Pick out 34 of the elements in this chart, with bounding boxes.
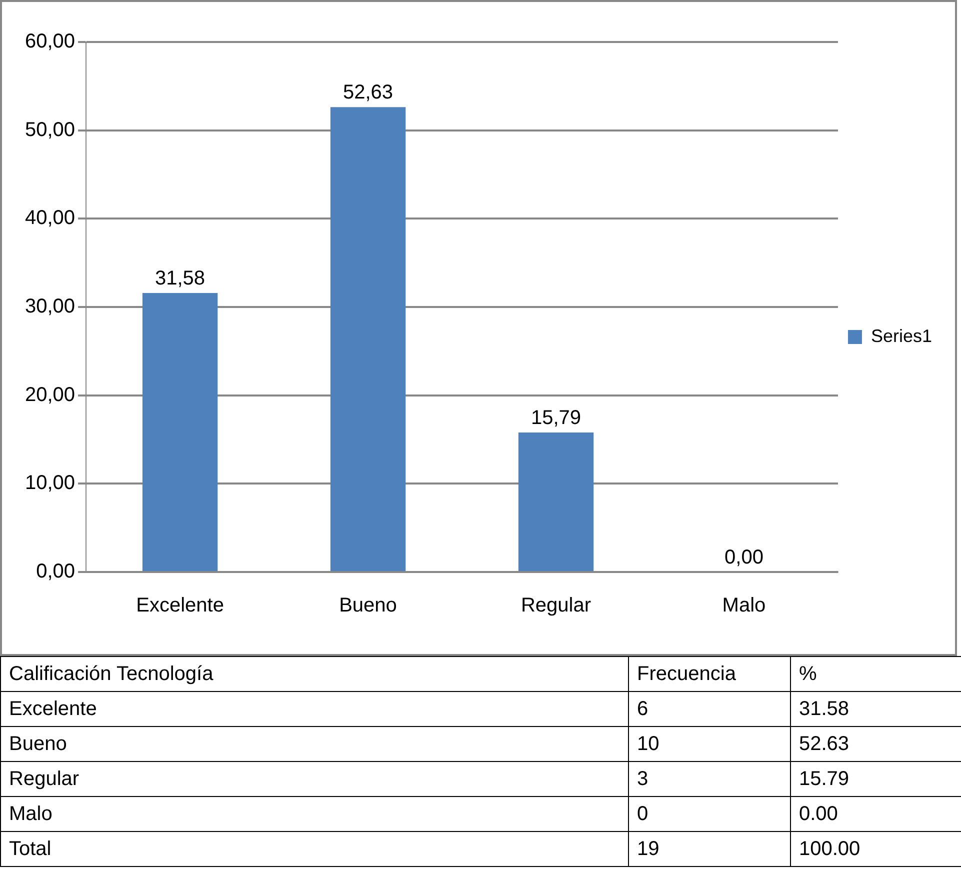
text: Regular xyxy=(0,762,628,796)
data-label: 0,00 xyxy=(724,546,764,569)
y-tick-label: 40,00 xyxy=(24,207,76,230)
text: 19 xyxy=(628,832,790,866)
text: Bueno xyxy=(0,726,628,762)
text: 15.79 xyxy=(790,762,961,796)
text: 31.58 xyxy=(790,692,961,726)
text: 10 xyxy=(628,726,790,762)
text: 52.63 xyxy=(790,726,961,762)
text: Total xyxy=(0,832,628,866)
y-tick-label: 50,00 xyxy=(24,118,76,141)
x-tick-label: Bueno xyxy=(339,594,397,617)
y-tick-label: 20,00 xyxy=(24,384,76,406)
x-tick-label: Excelente xyxy=(136,594,224,617)
text: Frecuencia xyxy=(628,656,790,692)
x-tick-label: Regular xyxy=(520,594,592,617)
legend-label: Series1 xyxy=(870,326,932,346)
data-label: 52,63 xyxy=(342,82,394,104)
y-tick-label: 0,00 xyxy=(36,560,76,583)
x-tick-label: Malo xyxy=(722,594,766,617)
text: Excelente xyxy=(0,692,628,726)
data-label: 15,79 xyxy=(530,407,582,430)
text: 0 xyxy=(628,796,790,832)
text: Malo xyxy=(0,796,628,832)
y-tick-label: 10,00 xyxy=(24,472,76,494)
text: % xyxy=(790,656,961,692)
data-label: 31,58 xyxy=(155,268,206,290)
y-tick-label: 60,00 xyxy=(24,30,76,53)
text: 3 xyxy=(628,762,790,796)
text: 6 xyxy=(628,692,790,726)
text: Calificación Tecnología xyxy=(0,656,628,692)
y-tick-label: 30,00 xyxy=(24,296,76,318)
text: 100.00 xyxy=(790,832,961,866)
text: 0.00 xyxy=(790,796,961,832)
